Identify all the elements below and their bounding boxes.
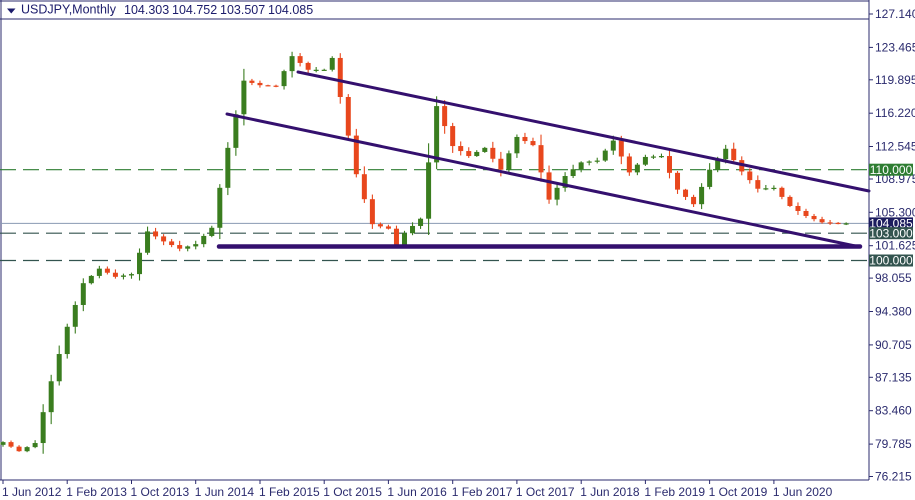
svg-text:104.085: 104.085 [268,3,313,17]
svg-text:98.055: 98.055 [875,271,912,285]
svg-text:123.465: 123.465 [875,40,915,54]
svg-text:1 Feb 2019: 1 Feb 2019 [644,485,705,499]
svg-text:100.000: 100.000 [869,254,913,268]
svg-text:90.705: 90.705 [875,338,912,352]
svg-text:1 Jun 2014: 1 Jun 2014 [195,485,255,499]
svg-text:94.380: 94.380 [875,305,912,319]
svg-text:1 Feb 2017: 1 Feb 2017 [452,485,513,499]
svg-text:116.220: 116.220 [875,106,915,120]
svg-text:1 Feb 2015: 1 Feb 2015 [259,485,320,499]
svg-text:112.545: 112.545 [875,140,915,154]
svg-text:1 Jun 2018: 1 Jun 2018 [580,485,640,499]
svg-text:76.215: 76.215 [875,470,912,484]
svg-text:1 Oct 2013: 1 Oct 2013 [131,485,190,499]
svg-text:101.625: 101.625 [875,239,915,253]
svg-text:87.135: 87.135 [875,370,912,384]
svg-text:104.752: 104.752 [172,3,217,17]
svg-text:1 Oct 2019: 1 Oct 2019 [709,485,768,499]
svg-text:127.140: 127.140 [875,7,915,21]
svg-text:110.000: 110.000 [870,163,913,177]
svg-text:83.460: 83.460 [875,404,912,418]
svg-text:1 Feb 2013: 1 Feb 2013 [66,485,127,499]
svg-text:119.895: 119.895 [875,73,915,87]
svg-text:1 Jun 2012: 1 Jun 2012 [2,485,62,499]
svg-text:103.000: 103.000 [869,226,913,240]
svg-text:1 Jun 2016: 1 Jun 2016 [387,485,447,499]
svg-text:104.303: 104.303 [124,3,169,17]
svg-text:USDJPY,Monthly: USDJPY,Monthly [21,3,117,17]
svg-text:1 Jun 2020: 1 Jun 2020 [773,485,833,499]
svg-text:103.507: 103.507 [220,3,265,17]
svg-text:1 Oct 2015: 1 Oct 2015 [323,485,382,499]
svg-text:1 Oct 2017: 1 Oct 2017 [516,485,575,499]
svg-text:79.785: 79.785 [875,437,912,451]
